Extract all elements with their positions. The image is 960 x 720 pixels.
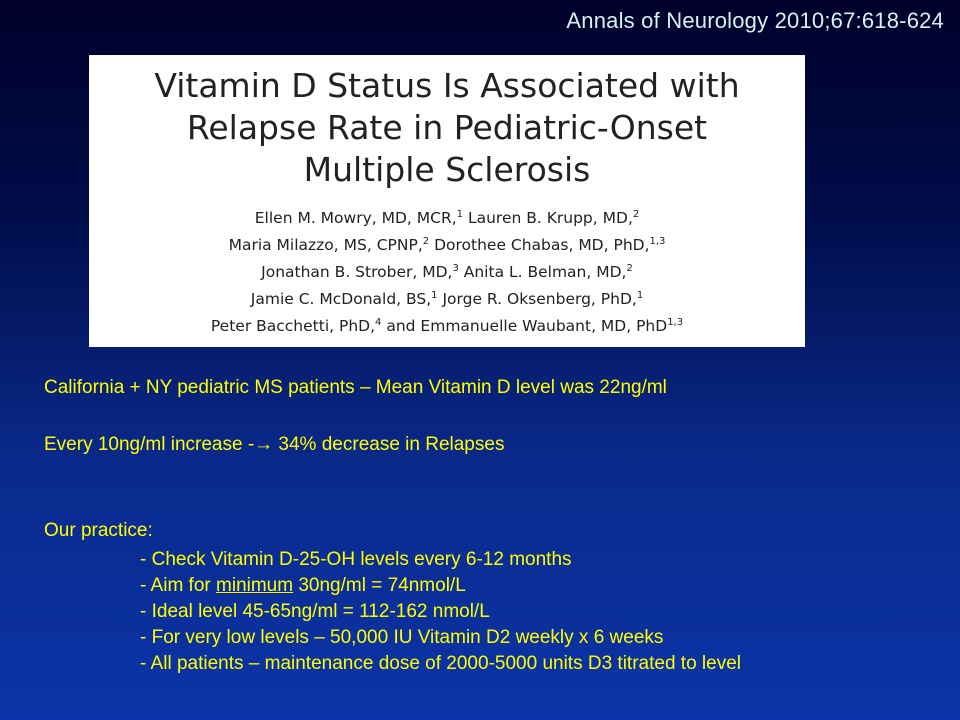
- author-line: Ellen M. Mowry, MD, MCR,1 Lauren B. Krup…: [254, 208, 640, 227]
- paper-header-image: Vitamin D Status Is Associated with Rela…: [89, 55, 805, 347]
- author-line: Maria Milazzo, MS, CPNP,2 Dorothee Chaba…: [228, 235, 666, 254]
- author-line: Peter Bacchetti, PhD,4 and Emmanuelle Wa…: [210, 316, 684, 335]
- practice-item-low-levels: - For very low levels – 50,000 IU Vitami…: [140, 627, 664, 648]
- citation: Annals of Neurology 2010;67:618-624: [566, 8, 944, 33]
- practice-list: - Check Vitamin D-25-OH levels every 6-1…: [140, 547, 741, 677]
- finding-mean-level: California + NY pediatric MS patients – …: [44, 377, 667, 398]
- practice-item-ideal: - Ideal level 45-65ng/ml = 112-162 nmol/…: [140, 601, 490, 622]
- emphasis-minimum: minimum: [216, 575, 294, 596]
- paper-title-line: Multiple Sclerosis: [303, 150, 591, 189]
- practice-item-aim: - Aim for minimum 30ng/ml = 74nmol/L: [140, 575, 466, 596]
- author-line: Jamie C. McDonald, BS,1 Jorge R. Oksenbe…: [250, 289, 644, 308]
- practice-item-check: - Check Vitamin D-25-OH levels every 6-1…: [140, 549, 572, 570]
- paper-title-line: Vitamin D Status Is Associated with: [154, 66, 740, 105]
- paper-title: Vitamin D Status Is Associated with Rela…: [89, 65, 805, 191]
- practice-item-maintenance: - All patients – maintenance dose of 200…: [140, 653, 741, 674]
- paper-authors: Ellen M. Mowry, MD, MCR,1 Lauren B. Krup…: [89, 205, 805, 340]
- author-line: Jonathan B. Strober, MD,3 Anita L. Belma…: [261, 262, 633, 281]
- finding-relapse-decrease: Every 10ng/ml increase -→ 34% decrease i…: [44, 434, 505, 455]
- paper-title-line: Relapse Rate in Pediatric-Onset: [186, 108, 708, 147]
- practice-heading: Our practice:: [44, 520, 153, 541]
